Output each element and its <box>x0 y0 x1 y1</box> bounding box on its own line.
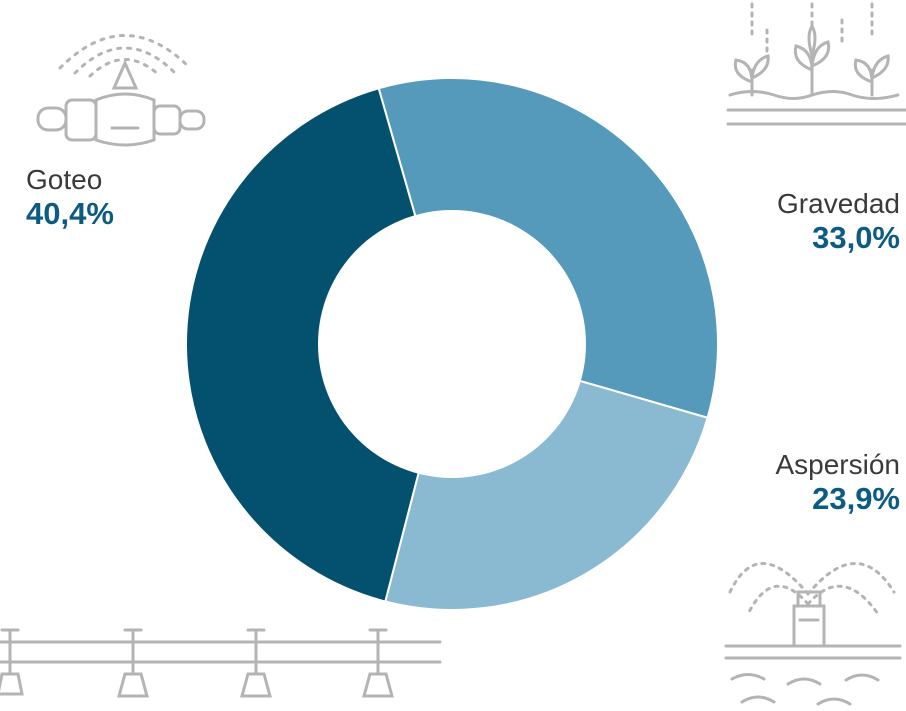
sprinkler-icon <box>718 534 906 711</box>
label-goteo-name: Goteo <box>26 164 103 195</box>
donut-hole <box>318 210 586 478</box>
label-aspersion-name: Aspersión <box>775 449 900 480</box>
label-gravedad: Gravedad 33,0% <box>777 188 900 256</box>
label-goteo-value: 40,4% <box>26 196 114 232</box>
label-aspersion-value: 23,9% <box>812 481 900 517</box>
label-goteo: Goteo 40,4% <box>26 164 114 232</box>
label-aspersion: Aspersión 23,9% <box>775 449 900 517</box>
label-gravedad-value: 33,0% <box>812 220 900 256</box>
drip-irrigation-icon <box>20 8 230 148</box>
gravity-irrigation-plants-icon <box>722 0 906 130</box>
label-gravedad-name: Gravedad <box>777 188 900 219</box>
pipeline-sprinklers-icon <box>0 622 446 711</box>
